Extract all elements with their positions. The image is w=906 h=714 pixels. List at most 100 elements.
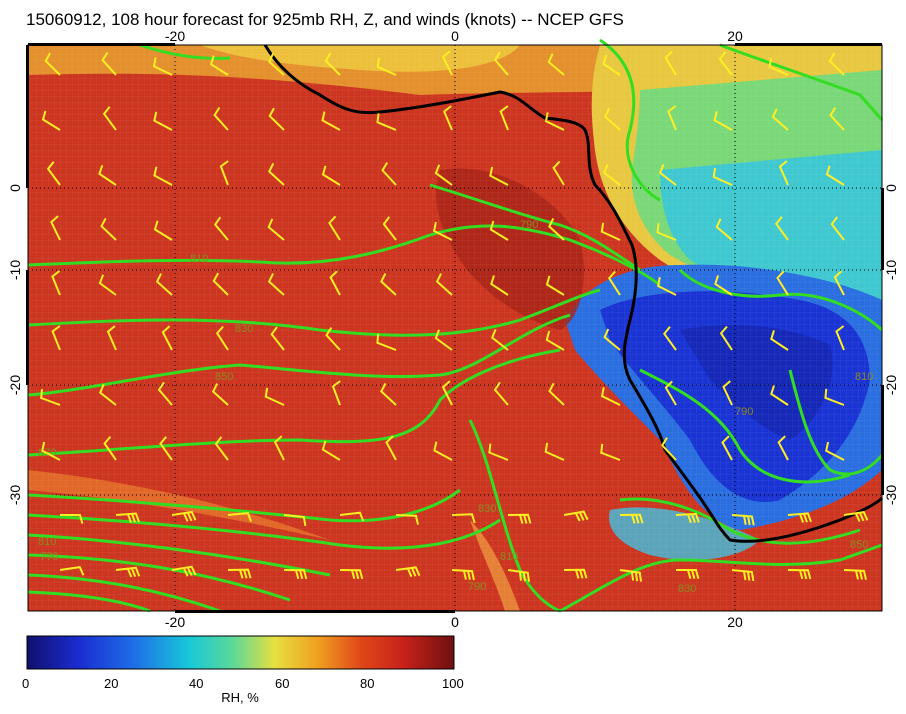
- wind-barb: [493, 51, 509, 76]
- wind-barb: [825, 441, 845, 461]
- wind-barb: [824, 388, 845, 406]
- wind-barb: [607, 270, 621, 296]
- wind-barb: [602, 164, 621, 186]
- lon-tick-bottom: 20: [727, 614, 743, 630]
- contour-label: 810: [855, 371, 873, 383]
- wind-barb: [60, 514, 84, 524]
- wind-barb: [721, 435, 733, 461]
- wind-barbs: [40, 50, 869, 582]
- wind-barb: [324, 52, 341, 76]
- wind-barb: [656, 277, 677, 296]
- wind-barb: [46, 161, 61, 186]
- wind-barb: [51, 325, 61, 351]
- wind-barb: [59, 566, 85, 576]
- wind-barb: [321, 165, 341, 186]
- colorbar: [26, 635, 455, 670]
- wind-barb: [664, 380, 677, 406]
- wind-barb: [843, 511, 869, 522]
- wind-barb: [100, 217, 117, 241]
- wind-barb: [493, 381, 509, 406]
- wind-barb: [50, 215, 61, 241]
- wind-barb: [770, 330, 789, 351]
- wind-barb: [211, 383, 229, 406]
- wind-barb: [153, 166, 173, 186]
- wind-barb: [161, 325, 173, 351]
- wind-barb: [600, 222, 621, 241]
- lat-tick: -10: [7, 260, 23, 280]
- wind-barb: [267, 273, 285, 296]
- wind-barb: [602, 54, 621, 76]
- wind-barb: [835, 325, 845, 351]
- wind-barb: [661, 437, 677, 461]
- rh-field: [28, 45, 882, 611]
- wind-barb: [778, 160, 789, 186]
- wind-barb: [663, 326, 677, 351]
- wind-barb: [331, 380, 341, 406]
- wind-barb: [227, 512, 253, 522]
- contour-label: 770: [40, 551, 58, 563]
- lat-tick: -30: [7, 485, 23, 505]
- wind-barb: [775, 216, 789, 241]
- wind-barb: [339, 511, 365, 522]
- wind-barb: [380, 273, 397, 296]
- contour-label: 850: [850, 539, 868, 551]
- wind-barb: [321, 440, 341, 461]
- contour-label: 810: [38, 536, 56, 548]
- wind-barb: [376, 57, 397, 76]
- wind-barb: [159, 436, 173, 461]
- wind-barb: [157, 381, 173, 406]
- wind-barb: [106, 325, 117, 351]
- wind-barb: [713, 111, 733, 131]
- wind-barb: [563, 510, 589, 522]
- wind-barb: [51, 270, 61, 296]
- lat-tick: 0: [7, 184, 23, 192]
- wind-barb: [603, 108, 621, 131]
- wind-barb: [435, 273, 453, 296]
- wind-barb: [619, 569, 642, 582]
- lat-ticks-left: 0 -10 -20 -30: [7, 184, 23, 505]
- wind-barb: [98, 164, 117, 186]
- lat-tick: 0: [883, 184, 899, 192]
- wind-barb: [434, 164, 453, 186]
- wind-barb: [215, 325, 229, 351]
- wind-barb: [600, 387, 621, 406]
- wind-barb: [675, 512, 700, 524]
- wind-barb: [507, 569, 530, 582]
- wind-barb: [828, 52, 845, 76]
- wind-barb: [273, 435, 285, 461]
- contour-label: 790: [520, 219, 538, 231]
- wind-barb: [434, 329, 453, 351]
- wind-barb: [489, 220, 509, 241]
- wind-barb: [152, 57, 173, 76]
- wind-barb: [771, 108, 789, 131]
- wind-barb: [768, 57, 789, 76]
- wind-barb: [489, 166, 509, 186]
- lon-tick-top: -20: [165, 28, 185, 44]
- wind-barb: [153, 111, 173, 131]
- wind-barb: [442, 105, 453, 131]
- coastline: [263, 44, 884, 543]
- lat-tick: -20: [883, 375, 899, 395]
- wind-barb: [328, 215, 341, 241]
- colorbar-tick: 60: [275, 676, 290, 691]
- wind-barb: [376, 333, 397, 351]
- wind-barb: [41, 110, 61, 131]
- wind-barb: [544, 112, 565, 131]
- colorbar-tick: 20: [104, 676, 119, 691]
- wind-barb: [171, 510, 197, 522]
- wind-barb: [507, 513, 532, 524]
- lat-tick: -20: [7, 375, 23, 395]
- wind-barb: [547, 53, 565, 76]
- wind-barb: [115, 566, 141, 578]
- wind-barb: [490, 329, 509, 351]
- colorbar-tick: 80: [360, 676, 375, 691]
- wind-barb: [382, 216, 397, 241]
- wind-barb: [115, 512, 140, 523]
- wind-barb: [490, 275, 509, 296]
- lat-tick: -10: [883, 260, 899, 280]
- wind-barb: [212, 272, 229, 296]
- colorbar-tick: 100: [442, 676, 464, 691]
- wind-barb: [656, 223, 677, 241]
- wind-barb: [329, 270, 341, 296]
- wind-barb: [264, 387, 285, 406]
